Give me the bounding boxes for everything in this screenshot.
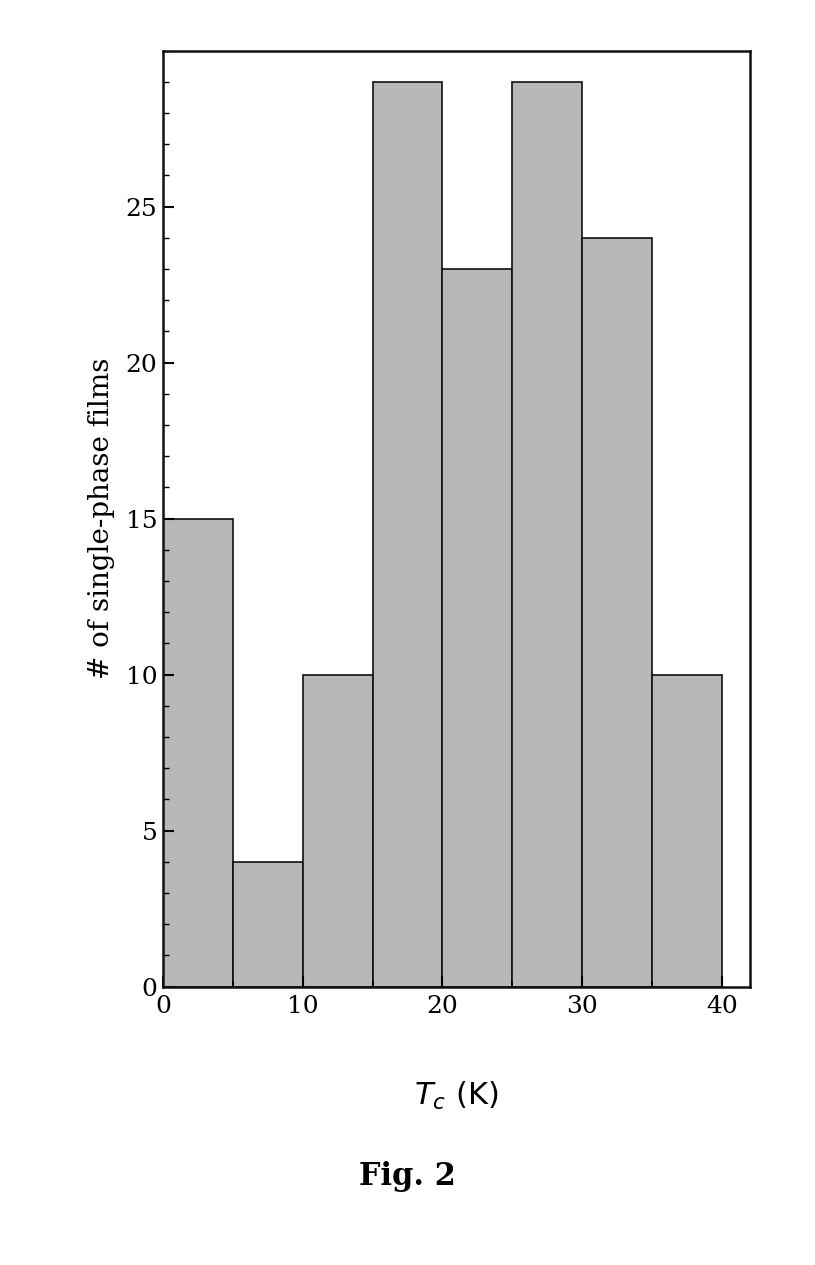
- Bar: [652, 674, 722, 987]
- Bar: [233, 861, 302, 987]
- Bar: [302, 674, 372, 987]
- Text: Fig. 2: Fig. 2: [359, 1161, 456, 1192]
- Bar: [513, 82, 582, 987]
- Y-axis label: # of single-phase films: # of single-phase films: [87, 358, 115, 679]
- Bar: [582, 238, 652, 987]
- Bar: [443, 269, 513, 987]
- Bar: [372, 82, 443, 987]
- Text: $T_c\ \mathrm{(K)}$: $T_c\ \mathrm{(K)}$: [414, 1080, 499, 1112]
- Bar: [163, 519, 233, 987]
